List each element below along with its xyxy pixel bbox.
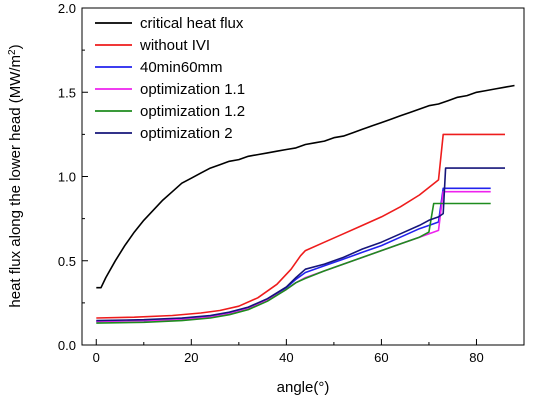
legend-label-1: critical heat flux <box>140 15 244 32</box>
series-line-2 <box>96 133 505 319</box>
y-axis-title-end: ) <box>7 44 24 49</box>
legend-label-5: optimization 1.2 <box>140 103 245 120</box>
x-tick-label: 40 <box>279 350 293 365</box>
series-line-5 <box>96 202 491 324</box>
y-tick-label: 1.5 <box>58 85 76 100</box>
y-tick-label: 0.0 <box>58 338 76 353</box>
y-tick-label: 2.0 <box>58 1 76 16</box>
x-tick-label: 20 <box>184 350 198 365</box>
series-line-1 <box>96 84 515 289</box>
y-axis-title-sup: 2 <box>7 49 18 55</box>
x-tick-label: 80 <box>469 350 483 365</box>
y-tick-label: 1.0 <box>58 170 76 185</box>
legend-label-2: without IVI <box>139 37 210 54</box>
tick-labels: 0 20 40 60 80 0.0 0.5 1.0 1.5 2.0 <box>58 1 484 365</box>
legend-label-6: optimization 2 <box>140 125 233 142</box>
x-tick-label: 60 <box>374 350 388 365</box>
x-axis-title: angle(°) <box>277 379 330 396</box>
legend: critical heat flux without IVI 40min60mm op… <box>95 15 245 142</box>
y-tick-label: 0.5 <box>58 254 76 269</box>
y-axis-title-main: heat flux along the lower head (MW/m <box>7 55 24 308</box>
axis-ticks <box>82 7 477 346</box>
series-line-4 <box>96 190 491 323</box>
legend-label-3: 40min60mm <box>140 59 223 76</box>
series-lines <box>96 84 515 324</box>
series-line-6 <box>96 167 505 322</box>
y-axis-title: heat flux along the lower head (MW/m2) <box>7 44 25 307</box>
legend-label-4: optimization 1.1 <box>140 81 245 98</box>
x-tick-label: 0 <box>93 350 100 365</box>
